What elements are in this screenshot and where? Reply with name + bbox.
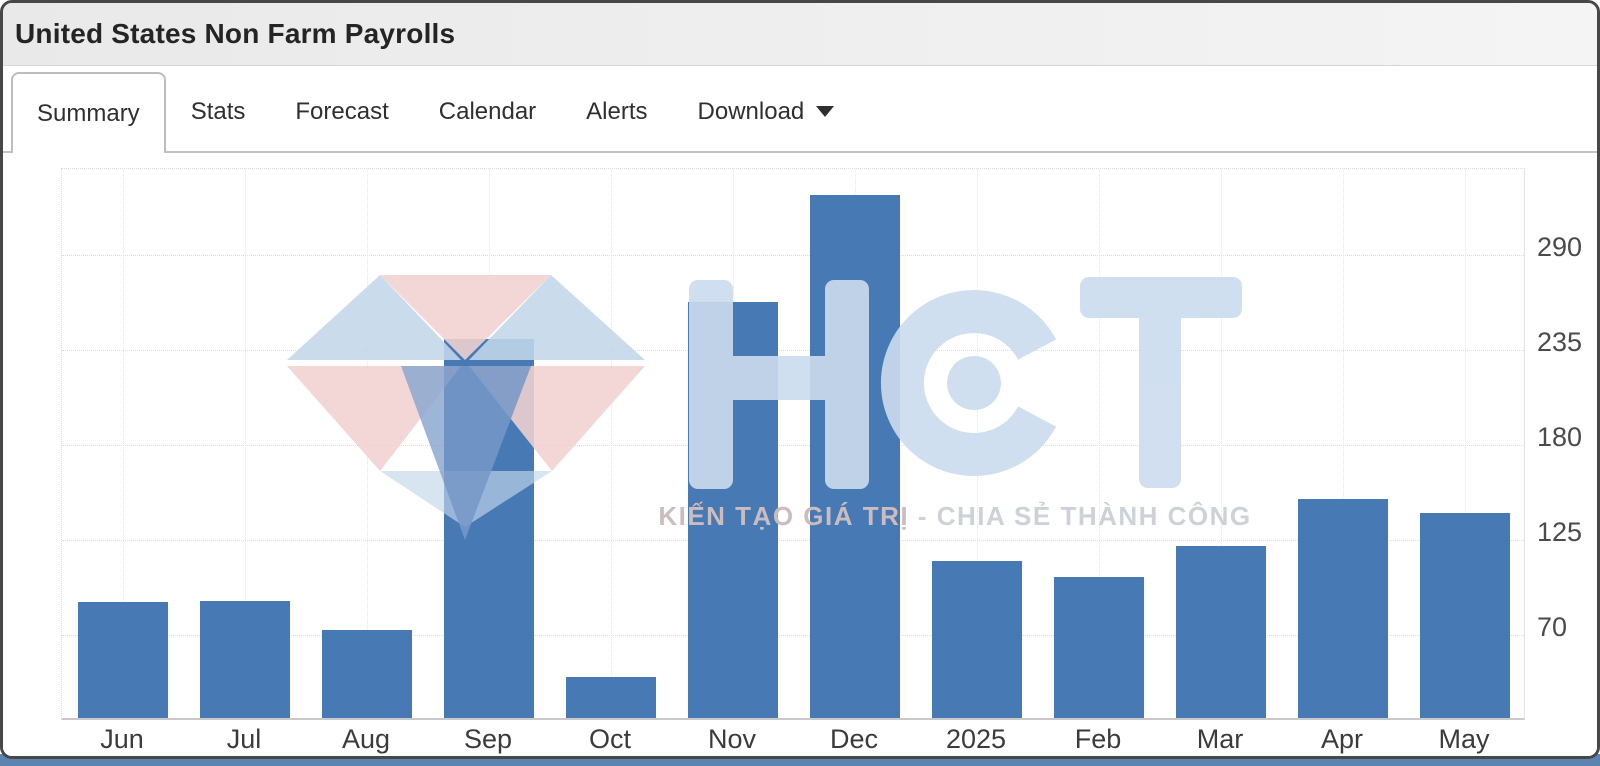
x-tick-2025: 2025 (945, 724, 1007, 754)
gridline-x-Feb (1099, 169, 1100, 718)
x-tick-Nov: Nov (707, 724, 756, 754)
bar-Oct[interactable] (566, 676, 656, 718)
tab-calendar[interactable]: Calendar (414, 72, 561, 151)
bar-Jul[interactable] (200, 600, 290, 718)
tab-summary-label: Summary (37, 99, 140, 127)
gridline-x-Apr (1343, 169, 1344, 718)
gridline-x-Jul (245, 169, 246, 718)
bar-Apr[interactable] (1298, 498, 1388, 718)
gridline-x-May (1465, 169, 1466, 718)
bar-May[interactable] (1420, 512, 1510, 718)
x-tick-Jun: Jun (100, 724, 144, 754)
gridline-y-235 (62, 350, 1524, 352)
bar-2025[interactable] (932, 561, 1022, 718)
y-tick-290: 290 (1537, 232, 1583, 263)
tab-calendar-label: Calendar (438, 97, 537, 125)
bar-Dec[interactable] (810, 195, 900, 718)
bar-Sep[interactable] (444, 338, 534, 718)
y-tick-70: 70 (1537, 611, 1568, 642)
bar-Aug[interactable] (322, 630, 412, 718)
tab-forecast-label: Forecast (295, 97, 389, 125)
y-tick-180: 180 (1537, 422, 1583, 452)
tab-alerts[interactable]: Alerts (561, 72, 672, 151)
x-tick-Jul: Jul (226, 724, 262, 754)
y-tick-125: 125 (1537, 516, 1583, 547)
bar-Nov[interactable] (688, 302, 778, 718)
tab-bar: Summary Stats Forecast Calendar Alerts D… (3, 66, 1597, 153)
title-bar: United States Non Farm Payrolls (3, 3, 1597, 66)
caret-down-icon (816, 106, 835, 117)
gridline-x-Jun (123, 169, 124, 718)
x-tick-Mar: Mar (1196, 724, 1244, 754)
tab-stats-label: Stats (190, 97, 246, 125)
gridline-y-290 (62, 255, 1524, 257)
x-tick-Dec: Dec (829, 724, 878, 754)
tab-stats[interactable]: Stats (166, 72, 271, 151)
tab-download[interactable]: Download (673, 72, 860, 151)
page-title: United States Non Farm Payrolls (15, 18, 456, 49)
tab-forecast[interactable]: Forecast (270, 72, 413, 151)
tab-summary[interactable]: Summary (11, 72, 166, 153)
x-tick-Sep: Sep (463, 724, 513, 754)
x-tick-Feb: Feb (1074, 724, 1122, 754)
payrolls-chart: 70 125 180 235 290 (3, 153, 1597, 756)
gridline-x-Oct (611, 169, 612, 718)
y-tick-235: 235 (1537, 327, 1583, 358)
gridline-x-Mar (1221, 169, 1222, 718)
bar-Feb[interactable] (1054, 576, 1144, 718)
x-tick-Aug: Aug (341, 724, 391, 754)
x-tick-Apr: Apr (1320, 724, 1364, 754)
tab-download-label: Download (697, 97, 805, 125)
bar-Mar[interactable] (1176, 545, 1266, 718)
gridline-y-70 (62, 634, 1524, 636)
tab-alerts-label: Alerts (586, 97, 648, 125)
gridline-y-125 (62, 539, 1524, 541)
plot-area (61, 168, 1525, 720)
bar-Jun[interactable] (78, 602, 168, 718)
x-tick-Oct: Oct (588, 724, 631, 754)
x-tick-May: May (1438, 724, 1490, 754)
gridline-y-180 (62, 445, 1524, 446)
